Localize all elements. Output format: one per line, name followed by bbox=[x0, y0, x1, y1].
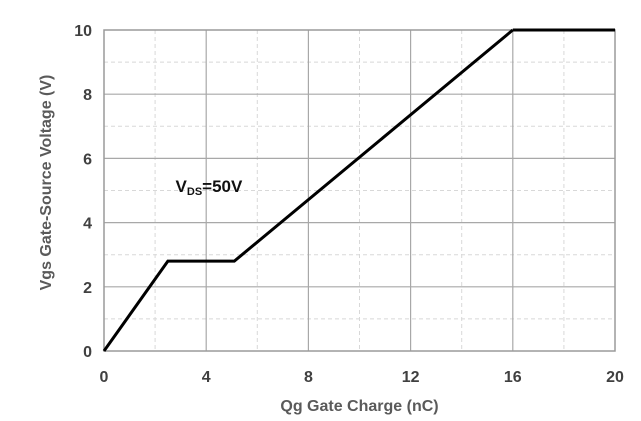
x-tick-label: 8 bbox=[304, 369, 313, 386]
series-layer bbox=[102, 28, 615, 352]
major-gridlines bbox=[104, 30, 615, 351]
vds-annotation-suffix: =50V bbox=[202, 177, 243, 196]
y-tick-label: 6 bbox=[83, 151, 92, 168]
y-tick-label: 4 bbox=[83, 216, 92, 233]
y-tick-label: 2 bbox=[83, 280, 92, 297]
x-tick-labels: 0 4 8 12 16 20 bbox=[100, 369, 624, 386]
x-tick-label: 12 bbox=[402, 369, 420, 386]
y-tick-label: 10 bbox=[74, 23, 92, 40]
x-tick-label: 16 bbox=[504, 369, 522, 386]
vds-annotation-prefix: V bbox=[176, 177, 188, 196]
minor-gridlines bbox=[104, 30, 615, 351]
y-tick-labels: 0 2 4 6 8 10 bbox=[74, 23, 92, 361]
x-tick-label: 4 bbox=[202, 369, 211, 386]
x-axis-title: Qg Gate Charge (nC) bbox=[280, 398, 438, 415]
y-tick-label: 0 bbox=[83, 344, 92, 361]
vds-annotation-subscript: DS bbox=[187, 186, 202, 198]
vds-annotation: VDS=50V bbox=[176, 177, 243, 198]
x-tick-label: 20 bbox=[606, 369, 624, 386]
y-axis-title: Vgs Gate-Source Voltage (V) bbox=[38, 75, 55, 291]
plot-frame bbox=[103, 29, 616, 352]
x-tick-label: 0 bbox=[100, 369, 109, 386]
y-tick-label: 8 bbox=[83, 87, 92, 104]
gate-charge-curve bbox=[102, 28, 514, 352]
